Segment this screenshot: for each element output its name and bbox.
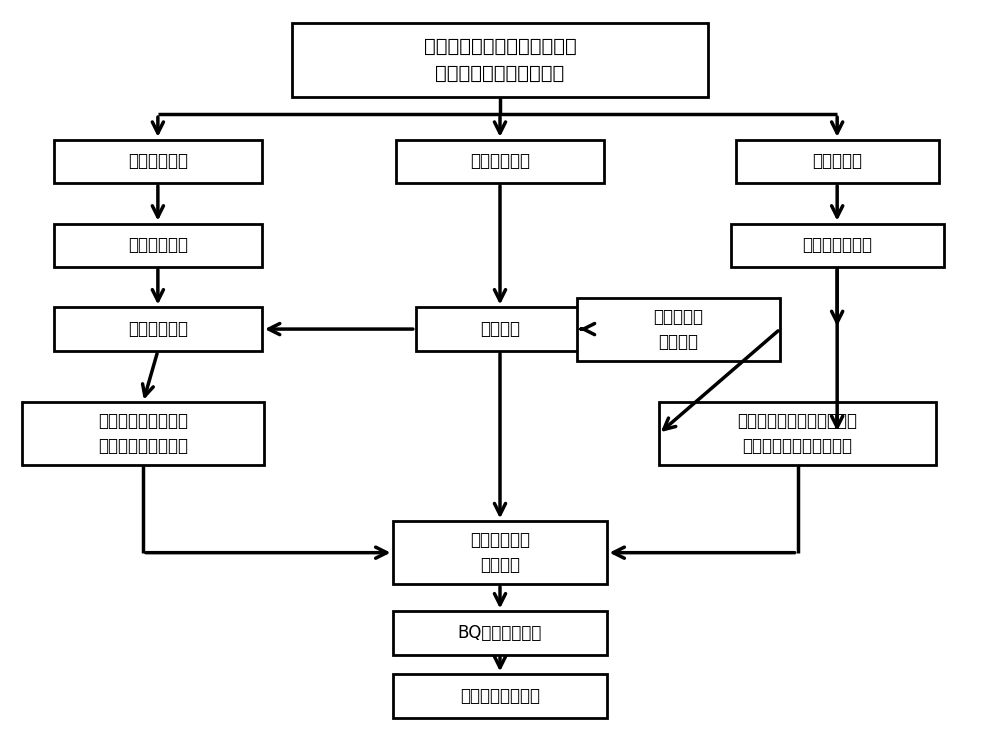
FancyBboxPatch shape xyxy=(731,223,944,267)
Text: 单轴抗压强度与随钻
参数最优回归关系式: 单轴抗压强度与随钻 参数最优回归关系式 xyxy=(98,413,188,456)
FancyBboxPatch shape xyxy=(659,402,936,465)
Text: 地下工程现场
钻进测试: 地下工程现场 钻进测试 xyxy=(470,531,530,574)
Text: 综合破碎率
评价指标: 综合破碎率 评价指标 xyxy=(654,308,704,350)
FancyBboxPatch shape xyxy=(396,139,604,183)
FancyBboxPatch shape xyxy=(54,307,262,351)
FancyBboxPatch shape xyxy=(22,402,264,465)
FancyBboxPatch shape xyxy=(292,24,708,96)
Text: 岩体完整性系数: 岩体完整性系数 xyxy=(802,236,872,255)
Text: 综合破碎率指标评价指标与
岩体完整性系数拟合公式: 综合破碎率指标评价指标与 岩体完整性系数拟合公式 xyxy=(738,413,858,456)
FancyBboxPatch shape xyxy=(54,223,262,267)
FancyBboxPatch shape xyxy=(393,674,607,718)
Text: 单轴抗压强度: 单轴抗压强度 xyxy=(128,236,188,255)
FancyBboxPatch shape xyxy=(393,521,607,584)
Text: 快速实时围岩分级: 快速实时围岩分级 xyxy=(460,687,540,705)
FancyBboxPatch shape xyxy=(393,611,607,654)
Text: 弹性波试验: 弹性波试验 xyxy=(812,152,862,171)
FancyBboxPatch shape xyxy=(736,139,939,183)
Text: 逐步回归方法: 逐步回归方法 xyxy=(128,320,188,338)
FancyBboxPatch shape xyxy=(54,139,262,183)
FancyBboxPatch shape xyxy=(416,307,584,351)
Text: BQ分级计算公式: BQ分级计算公式 xyxy=(458,624,542,642)
Text: 随钻参数: 随钻参数 xyxy=(480,320,520,338)
Text: 一种基于随钻参数对地下工程
围岩快速实时分级的方法: 一种基于随钻参数对地下工程 围岩快速实时分级的方法 xyxy=(424,37,576,83)
Text: 现场钻进试验: 现场钻进试验 xyxy=(470,152,530,171)
FancyBboxPatch shape xyxy=(577,298,780,361)
Text: 取芯单轴试验: 取芯单轴试验 xyxy=(128,152,188,171)
